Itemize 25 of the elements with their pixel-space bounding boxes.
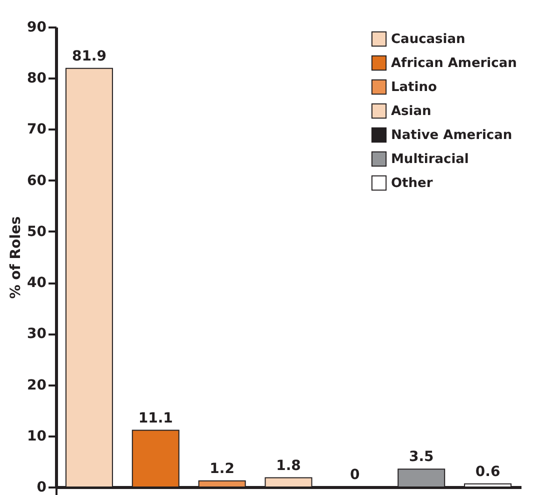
y-tick-label: 50 xyxy=(27,224,47,240)
data-label: 11.1 xyxy=(138,410,173,426)
y-tick-label: 40 xyxy=(27,275,47,292)
legend-label: African American xyxy=(391,56,517,71)
legend-label: Asian xyxy=(391,104,432,119)
data-label: 0.6 xyxy=(475,464,500,480)
legend-label: Caucasian xyxy=(391,32,466,47)
y-tick-label: 10 xyxy=(27,428,47,444)
data-label: 1.2 xyxy=(210,460,234,477)
y-tick-label: 30 xyxy=(27,326,47,342)
legend-label: Other xyxy=(391,176,434,191)
data-label: 81.9 xyxy=(72,48,106,64)
y-axis-title: % of Roles xyxy=(8,216,24,299)
y-tick-label: 0 xyxy=(36,480,47,495)
data-label: 0 xyxy=(350,467,360,483)
y-tick-label: 60 xyxy=(27,172,47,189)
legend-label: Native American xyxy=(391,128,512,143)
data-label: 1.8 xyxy=(276,458,301,474)
y-tick-label: 20 xyxy=(27,377,47,394)
legend-label: Latino xyxy=(391,80,437,95)
y-tick-label: 80 xyxy=(27,70,47,87)
legend-label: Multiracial xyxy=(391,152,469,167)
y-tick-label: 70 xyxy=(27,122,47,138)
y-tick-label: 90 xyxy=(27,20,47,36)
data-label: 3.5 xyxy=(408,449,434,466)
